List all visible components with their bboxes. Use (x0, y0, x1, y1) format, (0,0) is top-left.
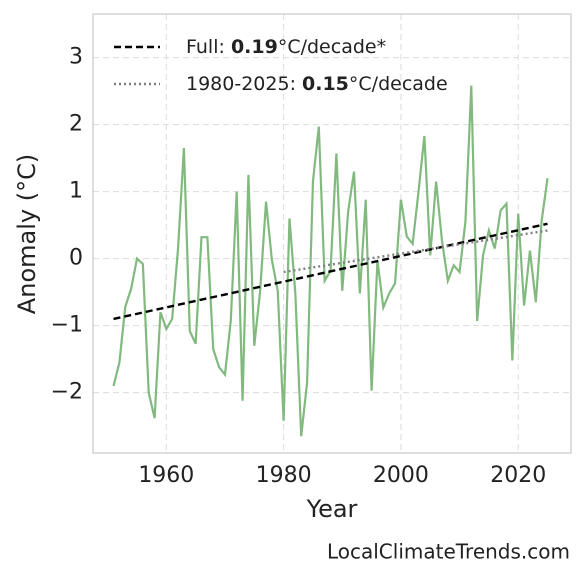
plot-frame (92, 13, 572, 454)
legend-label-part: 0.15 (302, 73, 349, 95)
legend-label-part: 1980-2025: (186, 73, 302, 95)
legend-label-part: Full: (186, 36, 231, 58)
y-tick-label: 2 (69, 112, 83, 137)
legend-label-part: 0.19 (231, 36, 278, 58)
y-tick-label: 1 (69, 179, 83, 204)
y-tick-label: 3 (69, 45, 83, 70)
legend-label-part: °C/decade (349, 73, 448, 95)
legend-label: 1980-2025: 0.15°C/decade (186, 73, 448, 95)
x-tick-label: 1980 (256, 463, 312, 488)
x-tick-label: 2000 (373, 463, 429, 488)
y-tick-label: −1 (51, 313, 83, 338)
y-tick-label: −2 (51, 380, 83, 405)
trend-line (113, 222, 548, 321)
legend-label-part: °C/decade* (278, 36, 386, 58)
data-line (112, 85, 549, 437)
x-tick-label: 2020 (490, 463, 546, 488)
y-axis-label: Anomaly (°C) (13, 154, 41, 314)
y-tick-label: 0 (69, 246, 83, 271)
legend-label: Full: 0.19°C/decade* (186, 36, 386, 58)
x-tick-label: 1960 (138, 463, 194, 488)
grid (93, 14, 571, 453)
source: LocalClimateTrends.com (327, 540, 570, 564)
x-axis-label: Year (306, 495, 358, 523)
